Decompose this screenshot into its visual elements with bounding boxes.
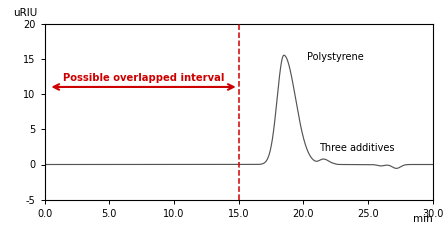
Text: uRIU: uRIU [13,8,38,18]
Text: min: min [413,214,433,224]
Text: Three additives: Three additives [319,143,394,153]
Text: Polystyrene: Polystyrene [307,52,364,62]
Text: Possible overlapped interval: Possible overlapped interval [63,73,224,83]
